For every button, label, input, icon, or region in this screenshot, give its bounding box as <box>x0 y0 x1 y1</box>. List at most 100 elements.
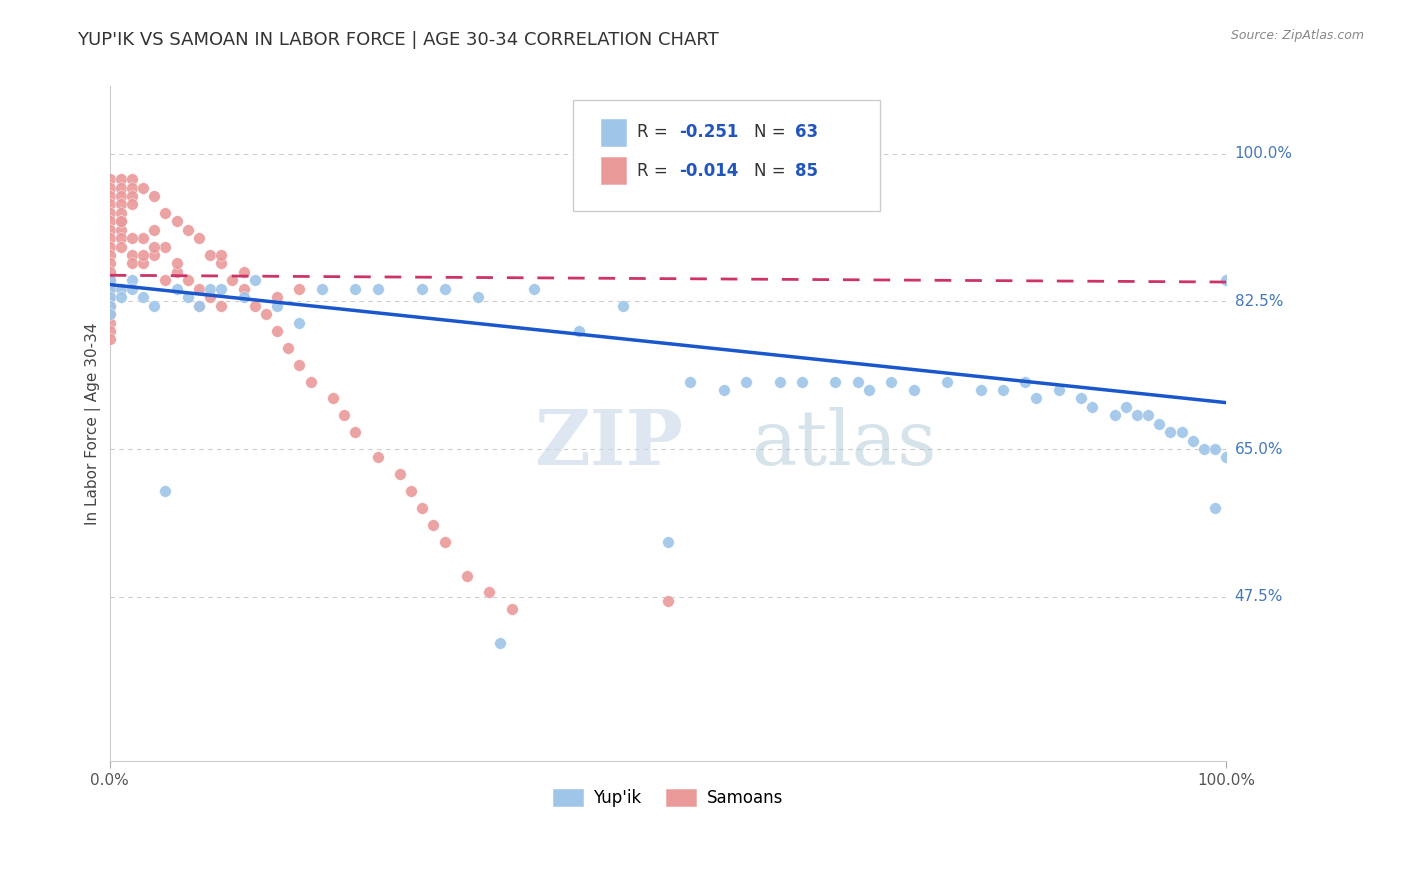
Point <box>232 290 254 304</box>
Text: Source: ZipAtlas.com: Source: ZipAtlas.com <box>1230 29 1364 42</box>
Point <box>188 231 211 245</box>
Point <box>132 290 155 304</box>
Text: 100.0%: 100.0% <box>1234 146 1292 161</box>
Point <box>1104 409 1126 423</box>
Point <box>98 299 121 313</box>
Text: R =: R = <box>637 123 672 141</box>
Point <box>98 290 121 304</box>
Point <box>155 239 177 253</box>
Point <box>188 299 211 313</box>
Point <box>846 375 869 389</box>
Point <box>143 239 166 253</box>
FancyBboxPatch shape <box>600 119 626 145</box>
Point <box>198 290 221 304</box>
Point <box>266 299 288 313</box>
Point <box>132 256 155 270</box>
Point <box>155 273 177 287</box>
Point <box>121 180 143 194</box>
Point <box>132 180 155 194</box>
Point <box>903 383 925 397</box>
Point <box>121 282 143 296</box>
Point <box>232 265 254 279</box>
Point <box>344 282 367 296</box>
Point <box>110 214 132 228</box>
Point <box>98 324 121 338</box>
Text: ZIP: ZIP <box>534 407 683 481</box>
Point <box>110 282 132 296</box>
Point <box>209 282 232 296</box>
Point <box>679 375 702 389</box>
Point <box>969 383 991 397</box>
Point <box>936 375 959 389</box>
Point <box>110 189 132 203</box>
Point <box>166 256 188 270</box>
Point <box>98 273 121 287</box>
Point <box>568 324 591 338</box>
Point <box>177 290 200 304</box>
Point <box>177 223 200 237</box>
Point <box>98 172 121 186</box>
Point <box>98 332 121 346</box>
Point <box>98 197 121 211</box>
Point <box>143 189 166 203</box>
Text: R =: R = <box>637 161 672 179</box>
Point <box>1215 273 1237 287</box>
Point <box>98 290 121 304</box>
Point <box>1014 375 1036 389</box>
Point <box>456 568 478 582</box>
Text: 65.0%: 65.0% <box>1234 442 1284 457</box>
Point <box>98 189 121 203</box>
Point <box>991 383 1014 397</box>
Point <box>735 375 758 389</box>
Point <box>232 282 254 296</box>
Point <box>367 450 389 465</box>
Point <box>254 307 277 321</box>
Point <box>221 273 243 287</box>
Text: N =: N = <box>754 123 790 141</box>
Point <box>311 282 333 296</box>
Point <box>198 282 221 296</box>
Point <box>98 307 121 321</box>
Text: 85: 85 <box>796 161 818 179</box>
Point <box>143 299 166 313</box>
Point <box>1215 450 1237 465</box>
Point <box>266 324 288 338</box>
Point <box>433 534 456 549</box>
Text: -0.251: -0.251 <box>679 123 738 141</box>
Point <box>98 307 121 321</box>
Point <box>1149 417 1171 431</box>
Point <box>98 239 121 253</box>
Point <box>713 383 735 397</box>
Point <box>98 316 121 330</box>
Point <box>1204 442 1226 456</box>
Point <box>110 180 132 194</box>
Point <box>188 282 211 296</box>
Point <box>858 383 880 397</box>
Point <box>344 425 367 439</box>
Point <box>98 231 121 245</box>
Point <box>501 602 523 616</box>
Point <box>198 248 221 262</box>
Point <box>243 273 266 287</box>
Point <box>98 223 121 237</box>
Point <box>98 214 121 228</box>
Text: atlas: atlas <box>752 407 936 481</box>
Point <box>467 290 489 304</box>
Point <box>98 206 121 220</box>
Point <box>110 239 132 253</box>
Point <box>121 256 143 270</box>
Point <box>177 273 200 287</box>
Point <box>333 409 356 423</box>
Point <box>266 290 288 304</box>
Point <box>824 375 846 389</box>
Point <box>98 282 121 296</box>
Text: 47.5%: 47.5% <box>1234 589 1282 604</box>
Point <box>143 223 166 237</box>
FancyBboxPatch shape <box>574 100 880 211</box>
Point <box>121 189 143 203</box>
Point <box>121 273 143 287</box>
Y-axis label: In Labor Force | Age 30-34: In Labor Force | Age 30-34 <box>86 323 101 525</box>
Point <box>132 248 155 262</box>
Point <box>612 299 634 313</box>
Point <box>1070 392 1092 406</box>
